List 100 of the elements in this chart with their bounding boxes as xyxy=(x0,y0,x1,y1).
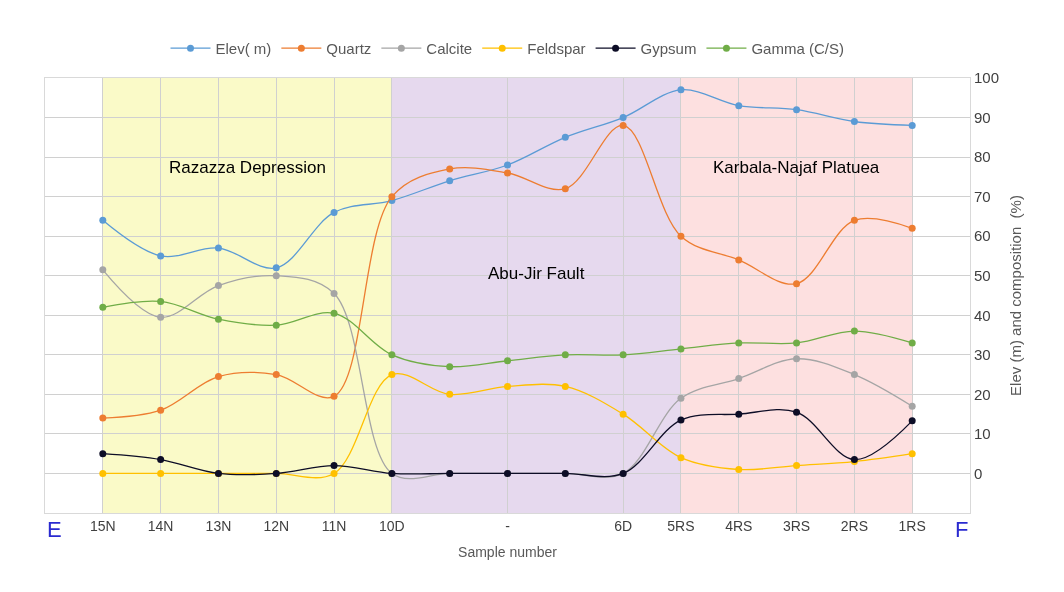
x-tick-label: 10D xyxy=(379,517,405,534)
point xyxy=(504,357,511,365)
point xyxy=(908,450,916,458)
point xyxy=(272,264,280,272)
point xyxy=(330,208,338,216)
point xyxy=(446,165,454,173)
legend-label: Gypsum xyxy=(640,40,697,58)
y-tick-label: 100 xyxy=(974,69,1000,87)
point xyxy=(504,382,511,390)
y-tick-label: 80 xyxy=(974,148,991,166)
point xyxy=(619,121,627,129)
point xyxy=(850,216,858,224)
y-tick-label: 50 xyxy=(974,266,991,284)
point xyxy=(677,345,685,353)
x-tick-label: 13N xyxy=(205,517,232,534)
point xyxy=(793,280,801,288)
x-axis-title: Sample number xyxy=(458,544,558,561)
point xyxy=(330,290,338,298)
point xyxy=(908,339,916,347)
y-axis-title: Elev (m) and composition (%) xyxy=(1007,195,1025,396)
point xyxy=(504,161,511,169)
point xyxy=(735,102,743,110)
point xyxy=(677,394,685,402)
point xyxy=(735,375,743,383)
y-tick-label: 0 xyxy=(974,464,983,482)
y-tick-label: 30 xyxy=(974,346,991,364)
point xyxy=(446,363,454,371)
point xyxy=(157,469,165,477)
y-tick-label: 60 xyxy=(974,227,991,245)
legend-label: Gamma (C/S) xyxy=(751,40,844,58)
point xyxy=(735,410,743,418)
y-tick-label: 10 xyxy=(974,425,991,443)
point xyxy=(388,371,396,379)
x-tick-label: 6D xyxy=(614,517,633,534)
point xyxy=(157,297,165,305)
y-tick-label: 20 xyxy=(974,385,991,403)
legend-label: Elev( m) xyxy=(215,40,272,58)
legend-label: Quartz xyxy=(326,40,372,58)
point xyxy=(677,416,685,424)
point xyxy=(446,390,454,398)
point xyxy=(330,462,338,470)
point xyxy=(677,232,685,240)
point xyxy=(214,315,222,323)
x-tick-label: 3RS xyxy=(782,517,811,534)
point xyxy=(504,169,511,177)
point xyxy=(99,450,107,458)
point xyxy=(99,266,107,274)
point xyxy=(214,282,222,290)
x-tick-label: 15N xyxy=(89,517,116,534)
point xyxy=(793,106,801,114)
point xyxy=(157,252,165,260)
point xyxy=(330,469,338,477)
point xyxy=(908,402,916,410)
y-tick-label: 70 xyxy=(974,187,991,205)
point xyxy=(561,351,569,359)
text: E xyxy=(47,517,62,542)
point xyxy=(561,382,569,390)
point xyxy=(735,256,743,264)
point xyxy=(99,414,107,422)
point xyxy=(272,371,280,379)
point xyxy=(157,456,165,464)
point xyxy=(850,327,858,335)
x-tick-label: 14N xyxy=(147,517,174,534)
point xyxy=(793,355,801,363)
point xyxy=(157,313,165,321)
y-tick-label: 40 xyxy=(974,306,991,324)
point xyxy=(793,462,801,470)
point xyxy=(793,339,801,347)
legend-label: Feldspar xyxy=(527,40,586,58)
point xyxy=(908,417,916,425)
point xyxy=(850,118,858,125)
x-tick-label: 5RS xyxy=(667,517,695,534)
band-label: Karbala-Najaf Platuea xyxy=(713,158,880,177)
point xyxy=(330,309,338,317)
point xyxy=(677,86,685,94)
x-tick-label: 2RS xyxy=(840,517,868,534)
point xyxy=(793,408,801,416)
point xyxy=(619,114,627,122)
x-tick-label: - xyxy=(505,517,511,534)
point xyxy=(214,373,222,381)
point xyxy=(157,406,165,414)
point xyxy=(735,466,743,473)
point xyxy=(272,321,280,329)
point xyxy=(908,224,916,232)
point xyxy=(908,121,916,129)
point xyxy=(619,410,627,418)
point xyxy=(561,185,569,193)
band-label: Razazza Depression xyxy=(169,158,326,177)
point xyxy=(99,216,107,224)
point xyxy=(214,244,222,252)
x-tick-label: 12N xyxy=(263,517,290,534)
point xyxy=(330,392,338,400)
point xyxy=(99,469,107,477)
x-tick-label: 4RS xyxy=(725,517,753,534)
x-tick-label: 1RS xyxy=(898,517,926,534)
point xyxy=(388,351,396,359)
point xyxy=(446,177,454,185)
text: F xyxy=(955,517,969,542)
point xyxy=(850,371,858,379)
x-tick-label: 11N xyxy=(321,517,347,534)
